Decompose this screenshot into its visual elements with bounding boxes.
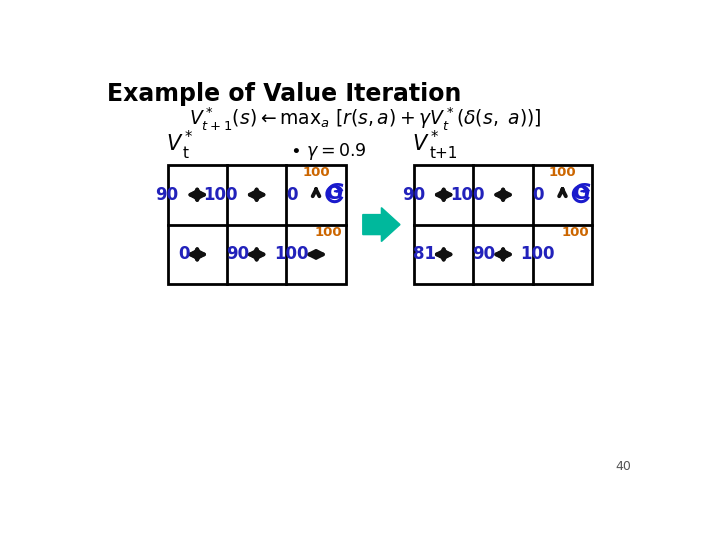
Text: 100: 100 (302, 166, 330, 179)
Text: 0: 0 (178, 245, 189, 264)
Text: 90: 90 (226, 245, 249, 264)
Text: $\bullet\ \gamma = 0.9$: $\bullet\ \gamma = 0.9$ (290, 140, 367, 161)
Text: 81: 81 (413, 245, 436, 264)
Text: 100: 100 (204, 186, 238, 204)
Bar (168, 165, 346, 284)
Text: 100: 100 (521, 245, 554, 264)
Text: 100: 100 (274, 245, 308, 264)
Text: Example of Value Iteration: Example of Value Iteration (107, 82, 462, 106)
Text: $V^*$: $V^*$ (413, 131, 440, 156)
Text: 40: 40 (615, 460, 631, 473)
Text: $V^*_{t+1}(s) \leftarrow \mathrm{max}_a\ [r(s,a) + \gamma V^*_t(\delta(s,\ a))]$: $V^*_{t+1}(s) \leftarrow \mathrm{max}_a\… (189, 105, 541, 132)
Text: 90: 90 (402, 186, 425, 204)
Text: 0: 0 (532, 186, 544, 204)
Text: 100: 100 (562, 226, 589, 239)
Text: 100: 100 (549, 166, 576, 179)
Text: 90: 90 (472, 245, 495, 264)
Text: 100: 100 (450, 186, 485, 204)
Text: 0: 0 (286, 186, 297, 204)
Text: 90: 90 (156, 186, 179, 204)
Text: G: G (572, 183, 590, 203)
Text: 100: 100 (315, 226, 343, 239)
Polygon shape (363, 208, 400, 241)
Text: t: t (183, 146, 189, 161)
Text: t+1: t+1 (429, 146, 458, 161)
Text: G: G (325, 183, 343, 203)
Bar (414, 165, 593, 284)
Text: $V^*$: $V^*$ (166, 131, 194, 156)
